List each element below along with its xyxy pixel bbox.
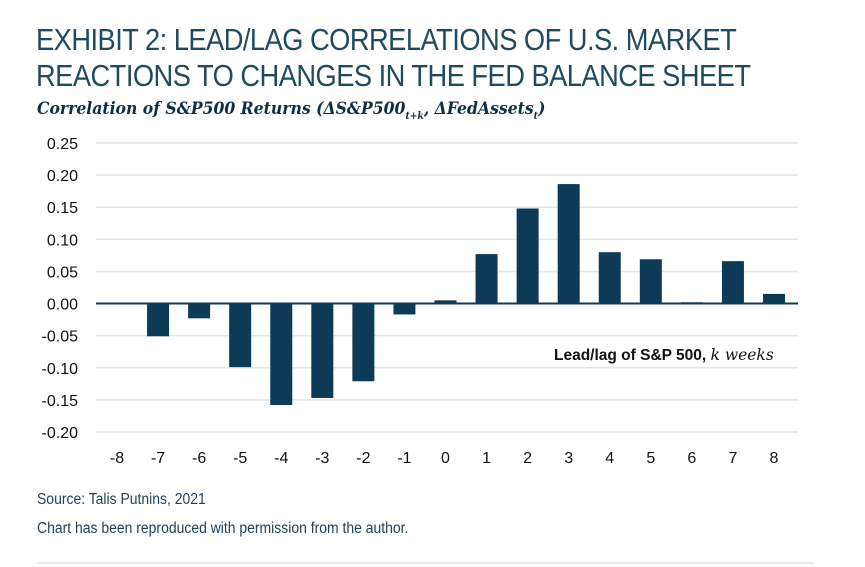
y-tick-label: -0.05: [42, 329, 79, 346]
bars: [147, 184, 785, 406]
x-tick-label: -1: [397, 450, 411, 467]
bar-k--2: [352, 303, 375, 382]
x-tick-label: 5: [646, 450, 655, 467]
x-tick-label: 7: [728, 450, 737, 467]
y-tick-label: 0.20: [47, 168, 78, 185]
bar-k--1: [393, 303, 416, 315]
subtitle-mid: , ΔFedAssets: [423, 99, 534, 119]
bar-k-3: [557, 184, 580, 304]
x-tick-label: 1: [482, 450, 491, 467]
chart-subtitle: Correlation of S&P500 Returns (ΔS&P500t+…: [37, 99, 545, 122]
x-axis-label: Lead/lag of S&P 500, k weeks: [554, 346, 774, 364]
subtitle-prefix: Correlation of S&P500 Returns (ΔS&P500: [37, 99, 406, 119]
chart-title: EXHIBIT 2: LEAD/LAG CORRELATIONS OF U.S.…: [36, 22, 751, 94]
x-tick-label: -4: [274, 450, 288, 467]
chart-title-line-2: REACTIONS TO CHANGES IN THE FED BALANCE …: [36, 58, 751, 93]
x-tick-label: -2: [356, 450, 370, 467]
x-tick-label: -7: [151, 450, 165, 467]
bar-k--5: [229, 303, 252, 368]
x-tick-label: 8: [770, 450, 779, 467]
y-tick-label: -0.10: [42, 361, 79, 378]
bar-k-8: [763, 293, 785, 304]
y-tick-label: 0.15: [47, 200, 78, 217]
y-tick-label: 0.10: [47, 232, 78, 249]
bar-k-4: [598, 252, 621, 304]
bar-k-5: [639, 259, 662, 304]
x-axis-ticks: -8 -7 -6 -5 -4 -3 -2 -1 0 1 2 3 4 5 6 7 8: [110, 450, 779, 467]
gridlines: [96, 142, 798, 433]
bar-k--7: [147, 303, 170, 337]
y-axis-ticks: 0.25 0.20 0.15 0.10 0.05 0.00 -0.05 -0.10 -0.15 -…: [42, 136, 79, 442]
bar-k-2: [516, 208, 539, 304]
bar-k--3: [311, 303, 334, 398]
chart-title-line-1: EXHIBIT 2: LEAD/LAG CORRELATIONS OF U.S.…: [36, 22, 737, 57]
bottom-divider: [37, 562, 813, 564]
y-tick-label: 0.00: [47, 297, 78, 314]
source-note: Source: Talis Putnins, 2021: [37, 491, 206, 508]
x-tick-label: 6: [687, 450, 696, 467]
subtitle-subscript-2: t: [533, 111, 538, 122]
x-tick-label: -5: [233, 450, 247, 467]
bar-k--6: [188, 303, 211, 319]
bar-k--4: [270, 303, 293, 406]
x-tick-label: -6: [192, 450, 206, 467]
subtitle-suffix: ): [537, 99, 546, 119]
x-tick-label: 4: [605, 450, 614, 467]
bar-k-0: [434, 300, 457, 304]
bar-k-1: [475, 254, 498, 304]
y-tick-label: -0.20: [42, 425, 79, 442]
permission-note: Chart has been reproduced with permissio…: [37, 520, 409, 537]
y-tick-label: 0.25: [47, 136, 78, 153]
x-tick-label: 2: [523, 450, 532, 467]
y-tick-label: -0.15: [42, 393, 79, 410]
bar-k-7: [721, 261, 744, 304]
x-tick-label: 0: [441, 450, 450, 467]
x-tick-label: -8: [110, 450, 124, 467]
y-tick-label: 0.05: [47, 264, 78, 281]
x-axis-label-italic: k weeks: [711, 346, 774, 364]
x-tick-label: -3: [315, 450, 329, 467]
x-axis-label-bold: Lead/lag of S&P 500,: [554, 347, 711, 364]
x-tick-label: 3: [564, 450, 573, 467]
subtitle-subscript-1: t+k: [405, 111, 424, 122]
